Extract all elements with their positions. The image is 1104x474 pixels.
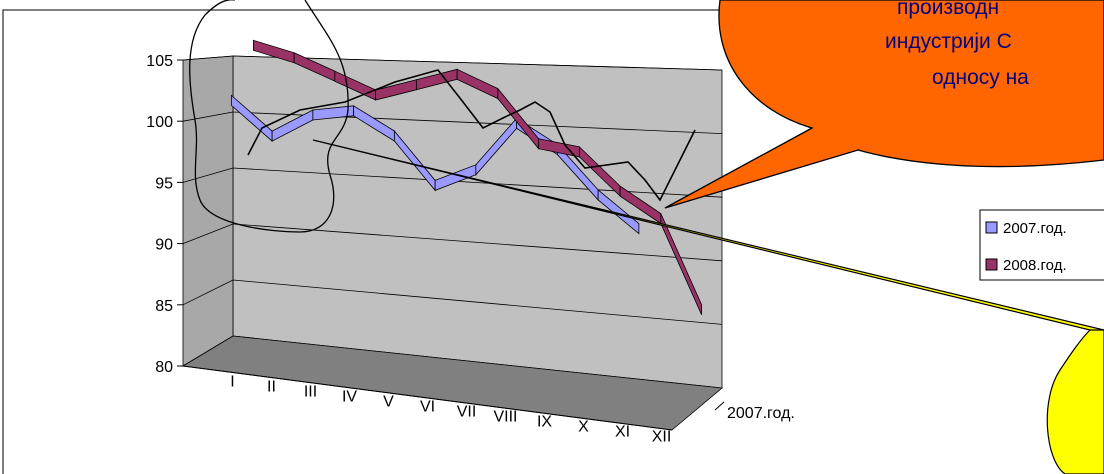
x-tick-label: IV [342, 389, 357, 406]
freehand-line [247, 69, 696, 202]
y-tick-label: 80 [155, 359, 173, 376]
x-tick-label: VI [420, 399, 435, 416]
gridline-side [182, 279, 234, 306]
x-tick-label: IX [537, 414, 552, 431]
series-segment [660, 213, 703, 316]
y-tick-label: 85 [155, 298, 173, 315]
callout-line-1: производн [897, 0, 999, 19]
y-tick-label: 95 [155, 175, 173, 192]
legend: 2007.год. 2008.год. [979, 209, 1104, 281]
gridline [232, 167, 723, 198]
slide-frame [2, 9, 1104, 474]
legend-swatch-2007 [985, 221, 998, 234]
x-axis-ticks: I II III IV V VI VII VIII IX X XI XII [182, 365, 673, 446]
gridline-side [182, 55, 234, 61]
x-tick-label: II [267, 379, 276, 396]
gridline [232, 55, 723, 71]
y-tick-label: 100 [146, 114, 173, 131]
legend-label-2007: 2007.год. [1003, 220, 1067, 237]
x-tick-label: V [383, 394, 394, 411]
x-axis-line [182, 365, 673, 431]
legend-swatch-2008 [985, 258, 998, 271]
speech-callout: производн индустрији С односу на [664, 0, 1104, 209]
gridline-side [182, 111, 234, 122]
speech-bubble [664, 0, 1104, 209]
pointer-wedge [312, 139, 1104, 451]
series-1 [252, 39, 703, 316]
depth-axis-label: 2007.год. [727, 405, 795, 422]
x-tick-label: X [578, 419, 589, 436]
pointer-callout [312, 139, 1104, 474]
legend-label-2008: 2008.год. [1003, 257, 1067, 274]
gridline [232, 279, 723, 325]
gridline-side [182, 167, 234, 183]
y-tick-label: 105 [146, 53, 173, 70]
callout-line-3: односу на [932, 66, 1029, 89]
series-0 [230, 94, 640, 235]
depth-axis-tick [714, 401, 725, 411]
series-segment [597, 189, 640, 235]
legend-box [979, 209, 1104, 281]
x-tick-label: III [304, 384, 317, 401]
freehand-outline [189, 0, 349, 233]
y-axis-ticks: 80 85 90 95 100 105 [146, 53, 183, 376]
series-layer [230, 39, 703, 316]
x-tick-label: I [230, 374, 234, 391]
callout-line-2: индустрији С [885, 30, 1012, 53]
pointer-bubble [1046, 329, 1104, 474]
x-tick-label: XII [652, 429, 672, 446]
x-tick-label: XI [615, 424, 630, 441]
x-tick-label: VIII [493, 409, 517, 426]
y-tick-label: 90 [155, 237, 173, 254]
x-tick-label: VII [457, 404, 477, 421]
gridline-side [182, 223, 234, 244]
